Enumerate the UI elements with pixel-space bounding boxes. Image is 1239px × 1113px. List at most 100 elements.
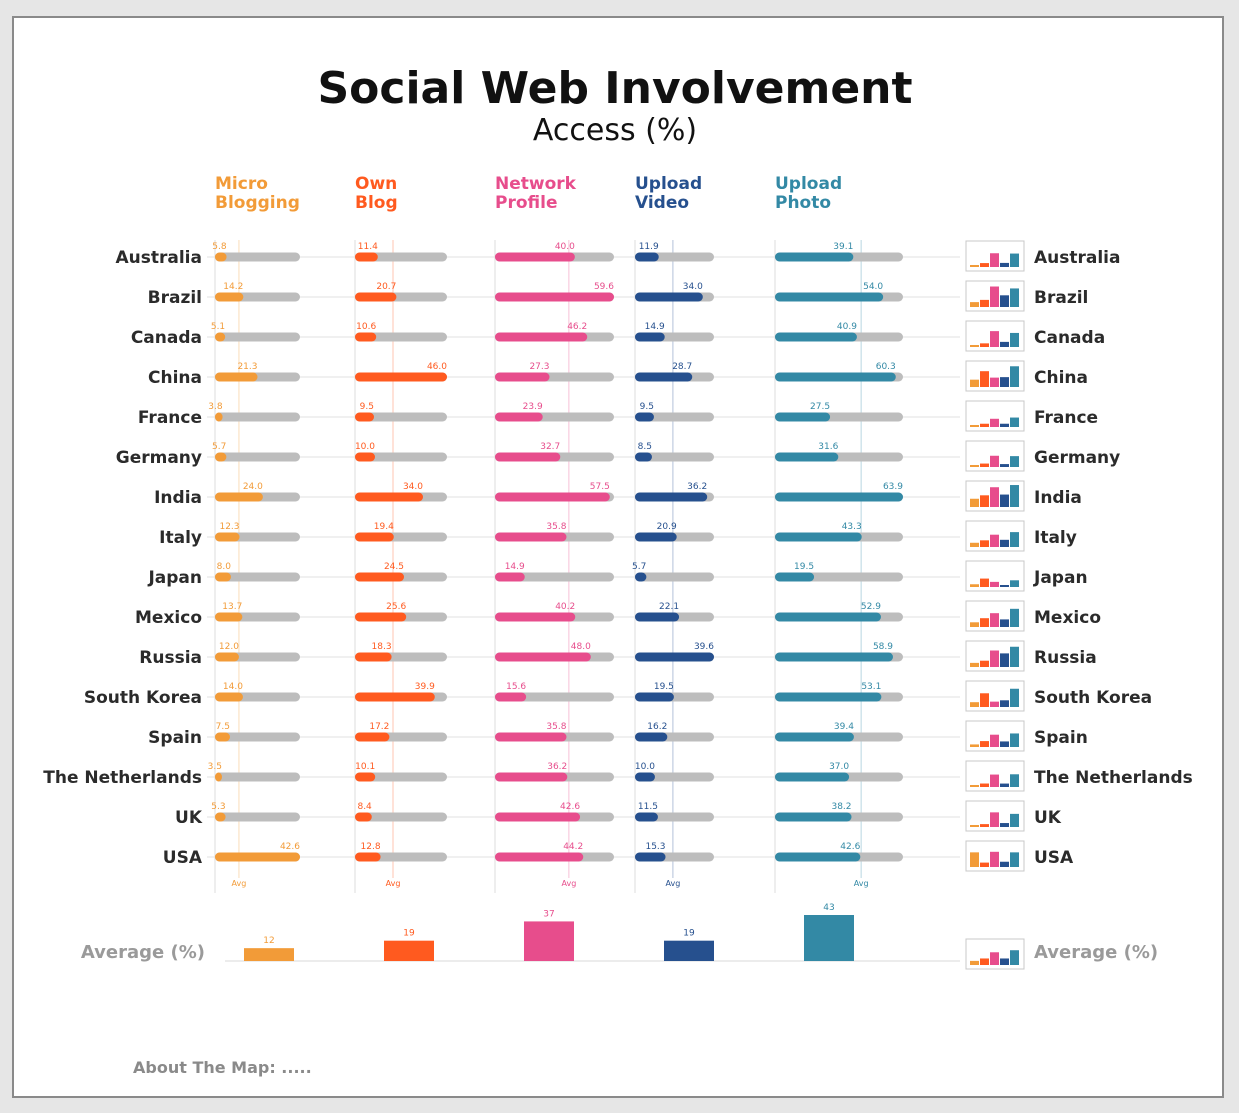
mini-bar-upload_photo xyxy=(1010,580,1019,587)
mini-bar-network_profile xyxy=(990,613,999,627)
value-label: 39.1 xyxy=(833,242,853,252)
mini-bar-network_profile xyxy=(990,455,999,467)
value-label: 39.4 xyxy=(834,722,854,732)
bar-track xyxy=(215,252,300,262)
column-header-line: Upload xyxy=(775,174,842,194)
bar-micro_blogging-uk xyxy=(215,812,226,822)
average-guide-label: Avg xyxy=(665,879,680,888)
average-guide-label: Avg xyxy=(854,879,869,888)
bar-track xyxy=(635,412,714,422)
value-label: 46.0 xyxy=(427,362,447,372)
mini-bar-upload_video xyxy=(1000,494,1009,507)
value-label: 3.8 xyxy=(208,402,223,412)
bar-upload_photo-spain xyxy=(775,732,854,742)
value-label: 5.7 xyxy=(212,442,226,452)
mini-bar-micro_blogging xyxy=(970,542,979,547)
value-label: 40.2 xyxy=(555,602,575,612)
column-header-line: Blogging xyxy=(215,193,300,213)
mini-bar-own_blog xyxy=(980,618,989,627)
bar-micro_blogging-brazil xyxy=(215,292,244,302)
column-header-line: Blog xyxy=(355,193,398,213)
mini-bar-own_blog xyxy=(980,783,989,787)
country-label-mexico: Mexico xyxy=(135,608,202,628)
mini-bar-average-micro_blogging xyxy=(970,960,979,965)
chart-subtitle: Access (%) xyxy=(533,113,697,148)
mini-bar-network_profile xyxy=(990,851,999,867)
value-label: 22.1 xyxy=(659,602,679,612)
bar-upload_photo-mexico xyxy=(775,612,881,622)
mini-bar-network_profile xyxy=(990,581,999,587)
bar-own_blog-italy xyxy=(355,532,394,542)
value-label: 34.0 xyxy=(683,282,703,292)
average-guide-label: Avg xyxy=(232,879,247,888)
value-label: 57.5 xyxy=(590,482,610,492)
mini-bar-average-upload_video xyxy=(1000,958,1009,965)
bar-network_profile-japan xyxy=(495,572,525,582)
value-label: 8.4 xyxy=(357,802,372,812)
mini-bar-upload_photo xyxy=(1010,774,1019,787)
value-label: 18.3 xyxy=(372,642,392,652)
mini-bar-network_profile xyxy=(990,487,999,507)
bar-track xyxy=(495,572,614,582)
value-label: 12.8 xyxy=(361,842,381,852)
bar-own_blog-brazil xyxy=(355,292,397,302)
country-label-japan: Japan xyxy=(147,568,202,588)
value-label: 17.2 xyxy=(369,722,389,732)
country-label-brazil: Brazil xyxy=(148,288,202,308)
column-header-line: Upload xyxy=(635,174,702,194)
value-label: 27.5 xyxy=(810,402,830,412)
country-label-right-russia: Russia xyxy=(1034,648,1097,668)
country-label-right-the-netherlands: The Netherlands xyxy=(1034,768,1193,788)
country-label-the-netherlands: The Netherlands xyxy=(43,768,202,788)
mini-bar-own_blog xyxy=(980,862,989,867)
average-guide-label: Avg xyxy=(386,879,401,888)
mini-bar-own_blog xyxy=(980,263,989,267)
average-bar-network_profile xyxy=(524,921,574,961)
bar-track xyxy=(635,772,714,782)
average-value-network_profile: 37 xyxy=(543,909,554,919)
average-value-micro_blogging: 12 xyxy=(263,936,274,946)
mini-bar-upload_video xyxy=(1000,619,1009,627)
mini-bar-upload_photo xyxy=(1010,532,1019,547)
value-label: 60.3 xyxy=(876,362,896,372)
mini-bar-upload_photo xyxy=(1010,288,1019,307)
bar-upload_video-japan xyxy=(635,572,647,582)
bar-upload_photo-germany xyxy=(775,452,839,462)
column-header-own_blog: Own Blog xyxy=(355,174,398,213)
country-label-right-brazil: Brazil xyxy=(1034,288,1088,308)
footer-note: About The Map: ..... xyxy=(133,1058,312,1077)
bar-track xyxy=(355,452,447,462)
country-label-right-japan: Japan xyxy=(1033,568,1088,588)
mini-bar-upload_video xyxy=(1000,539,1009,547)
value-label: 19.4 xyxy=(374,522,394,532)
value-label: 48.0 xyxy=(571,642,591,652)
mini-bar-upload_photo xyxy=(1010,253,1019,267)
value-label: 8.5 xyxy=(638,442,652,452)
value-label: 11.4 xyxy=(358,242,378,252)
country-label-right-mexico: Mexico xyxy=(1034,608,1101,628)
average-bar-micro_blogging xyxy=(244,948,294,961)
country-label-south-korea: South Korea xyxy=(84,688,202,708)
value-label: 23.9 xyxy=(523,402,543,412)
mini-bar-upload_video xyxy=(1000,262,1009,267)
bar-track xyxy=(215,572,300,582)
mini-bar-own_blog xyxy=(980,660,989,667)
value-label: 5.1 xyxy=(211,322,225,332)
country-label-right-uk: UK xyxy=(1034,808,1062,828)
bar-upload_video-france xyxy=(635,412,654,422)
mini-bar-micro_blogging xyxy=(970,465,979,467)
mini-bar-micro_blogging xyxy=(970,265,979,267)
mini-bar-network_profile xyxy=(990,253,999,267)
value-label: 10.0 xyxy=(635,762,655,772)
value-label: 44.2 xyxy=(563,842,583,852)
bar-micro_blogging-italy xyxy=(215,532,240,542)
mini-bar-network_profile xyxy=(990,734,999,747)
bar-own_blog-india xyxy=(355,492,423,502)
value-label: 36.2 xyxy=(687,482,707,492)
mini-bar-micro_blogging xyxy=(970,379,979,387)
value-label: 19.5 xyxy=(794,562,814,572)
mini-bar-micro_blogging xyxy=(970,498,979,507)
value-label: 11.9 xyxy=(639,242,659,252)
value-label: 27.3 xyxy=(529,362,549,372)
column-header-line: Video xyxy=(635,193,689,213)
